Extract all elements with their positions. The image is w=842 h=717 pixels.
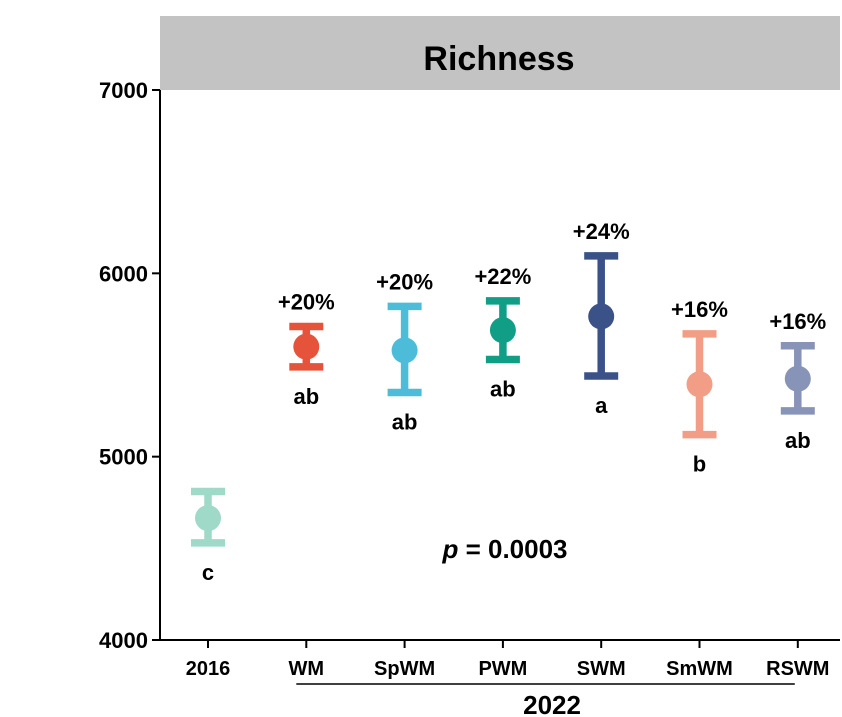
significance-letter: ab [785,428,811,453]
chart-title: Richness [423,40,574,78]
data-point-group: +22% ab [474,264,531,402]
y-axis-ticks: 4000 5000 6000 7000 [99,78,160,653]
title-strip [160,16,840,90]
y-tick-label: 7000 [99,78,148,103]
percent-change-label: +16% [769,309,826,334]
data-point-group: +16% ab [769,309,826,453]
x-tick-label: 2016 [186,658,231,680]
mean-point [391,337,418,364]
data-point-group: c [191,487,225,585]
significance-letter: ab [490,377,516,402]
mean-point [195,505,221,532]
mean-point [588,303,615,330]
p-value-text: = 0.0003 [458,534,567,564]
group-label: 2022 [523,690,581,717]
x-tick-label: SpWM [374,658,435,680]
percent-change-label: +16% [671,297,728,322]
data-point-group: +20% ab [278,290,335,409]
significance-letter: b [693,452,706,477]
y-tick-label: 5000 [99,445,148,470]
y-tick-label: 4000 [99,628,148,653]
significance-letter: a [595,393,608,418]
x-axis-ticks: 2016 WM SpWM PWM SWM SmWM RSWM [186,640,829,680]
x-tick-label: PWM [478,658,527,680]
mean-point [686,371,713,398]
significance-letter: c [202,560,214,585]
y-tick-label: 6000 [99,261,148,286]
percent-change-label: +20% [278,290,335,315]
x-tick-label: SWM [577,658,626,680]
significance-letter: ab [392,410,418,435]
percent-change-label: +24% [573,219,630,244]
x-tick-label: SmWM [666,658,733,680]
data-point-group: +16% b [671,297,728,477]
mean-point [293,333,320,360]
data-point-group: +20% ab [376,269,433,434]
p-value-annotation: p = 0.0003 [441,534,567,564]
data-point-group: +24% a [573,219,630,418]
significance-letter: ab [293,384,319,409]
data-points: c +20% ab +20% ab +22% ab +24% a +16% b +16% ab [191,219,826,585]
mean-point [784,365,811,392]
percent-change-label: +22% [474,264,531,289]
mean-point [489,317,516,344]
p-value-symbol: p [441,534,458,564]
x-tick-label: RSWM [766,658,829,680]
percent-change-label: +20% [376,269,433,294]
x-tick-label: WM [289,658,325,680]
